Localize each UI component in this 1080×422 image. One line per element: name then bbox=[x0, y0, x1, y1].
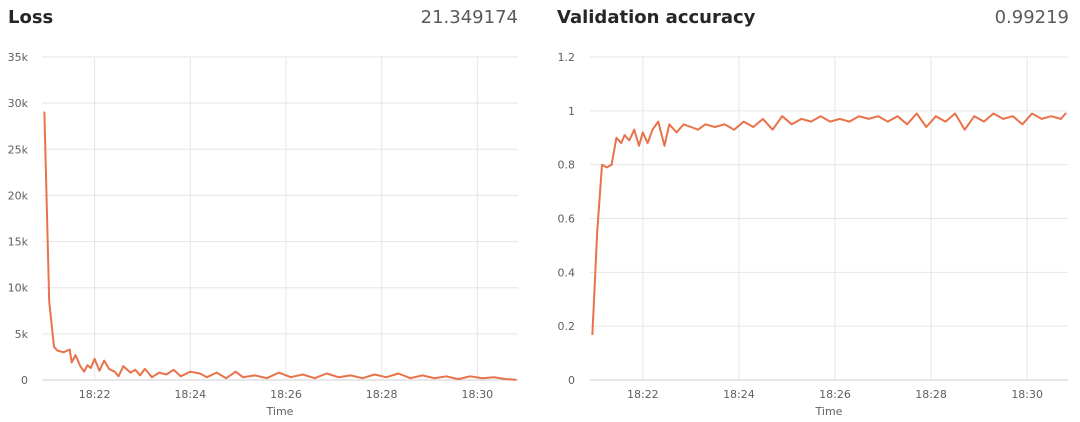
accuracy-x-tick-label: 18:26 bbox=[819, 388, 851, 401]
loss-x-axis-label: Time bbox=[266, 405, 294, 418]
accuracy-x-tick-label: 18:24 bbox=[723, 388, 755, 401]
loss-y-tick-label: 5k bbox=[15, 328, 29, 341]
validation-accuracy-title: Validation accuracy bbox=[557, 7, 756, 28]
loss-y-tick-label: 0 bbox=[21, 374, 28, 387]
loss-panel: Loss 21.349174 0 5k 10k 15k 20k 25k 30k 35k 18:2… bbox=[0, 0, 530, 422]
loss-y-tick-label: 25k bbox=[8, 143, 29, 156]
accuracy-y-tick-label: 1.2 bbox=[558, 51, 576, 64]
loss-y-tick-label: 20k bbox=[8, 189, 29, 202]
loss-current-value: 21.349174 bbox=[420, 7, 518, 28]
loss-title: Loss bbox=[8, 7, 54, 28]
accuracy-y-tick-label: 0.2 bbox=[558, 320, 576, 333]
loss-x-tick-label: 18:24 bbox=[174, 388, 206, 401]
loss-x-tick-label: 18:28 bbox=[366, 388, 398, 401]
accuracy-y-tick-label: 0 bbox=[568, 374, 575, 387]
loss-x-tick-label: 18:30 bbox=[461, 388, 493, 401]
loss-y-tick-label: 15k bbox=[8, 236, 29, 249]
validation-accuracy-current-value: 0.99219 bbox=[994, 7, 1069, 28]
accuracy-y-tick-label: 0.4 bbox=[558, 266, 576, 279]
accuracy-y-tick-label: 0.6 bbox=[558, 213, 576, 226]
accuracy-x-tick-label: 18:22 bbox=[627, 388, 659, 401]
validation-accuracy-chart: 0 0.2 0.4 0.6 0.8 1 1.2 18:22 18:24 18:26 18:28 18:… bbox=[558, 51, 1068, 418]
accuracy-x-tick-label: 18:28 bbox=[915, 388, 947, 401]
loss-chart: 0 5k 10k 15k 20k 25k 30k 35k 18:22 18:24 18:26 18:2… bbox=[8, 51, 518, 418]
accuracy-x-axis-label: Time bbox=[815, 405, 843, 418]
validation-accuracy-panel: Validation accuracy 0.99219 0 0.2 0.4 0.6 0.… bbox=[548, 0, 1080, 422]
loss-x-tick-label: 18:22 bbox=[79, 388, 111, 401]
accuracy-series-line bbox=[591, 112, 1067, 336]
loss-x-tick-label: 18:26 bbox=[270, 388, 302, 401]
accuracy-y-tick-label: 0.8 bbox=[558, 159, 576, 172]
loss-series-line bbox=[43, 111, 517, 381]
accuracy-y-tick-label: 1 bbox=[568, 105, 575, 118]
loss-y-tick-label: 30k bbox=[8, 97, 29, 110]
loss-y-tick-label: 35k bbox=[8, 51, 29, 64]
loss-y-tick-label: 10k bbox=[8, 282, 29, 295]
accuracy-x-tick-label: 18:30 bbox=[1011, 388, 1043, 401]
